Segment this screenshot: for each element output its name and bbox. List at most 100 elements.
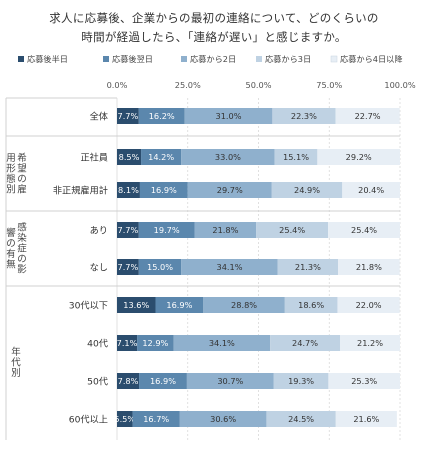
- data-label: 24.9%: [294, 185, 320, 195]
- data-label: 21.3%: [295, 262, 321, 272]
- bar-segment: [273, 373, 329, 389]
- bar-segment: [117, 373, 140, 389]
- data-label: 19.7%: [154, 225, 180, 235]
- data-label: 28.8%: [231, 300, 257, 310]
- legend-swatch-4: [256, 56, 262, 62]
- x-tick-label: 100.0%: [384, 80, 415, 90]
- bar-segment: [266, 411, 336, 427]
- data-label: 16.9%: [150, 376, 176, 386]
- row-label: 40代: [87, 339, 108, 350]
- bar-segment: [272, 108, 336, 124]
- data-label: 24.7%: [292, 338, 318, 348]
- bar-segment: [138, 108, 185, 124]
- group-label-char: 無: [6, 258, 16, 270]
- row-label: 正社員: [80, 152, 108, 164]
- bar-segment: [117, 411, 133, 427]
- bar-segment: [317, 149, 400, 165]
- legend-swatch-5: [330, 55, 338, 63]
- data-label: 34.1%: [216, 262, 242, 272]
- group-label-char: 希: [17, 152, 27, 164]
- legend-label-5: 応募から4日以降: [340, 54, 403, 64]
- bar-segment: [274, 149, 318, 165]
- bar-segment: [328, 222, 400, 238]
- row-label: 全体: [90, 111, 108, 123]
- data-label: 7.7%: [117, 262, 138, 272]
- legend-label-4: 応募から3日: [265, 54, 311, 64]
- group-label-char: 用: [6, 153, 16, 164]
- data-label: 29.2%: [346, 152, 372, 162]
- legend-swatch-1: [18, 56, 24, 62]
- x-tick-label: 0.0%: [107, 80, 128, 90]
- data-label: 8.1%: [118, 185, 139, 195]
- data-label: 5.5%: [114, 414, 135, 424]
- data-label: 22.0%: [356, 300, 382, 310]
- bar-segment: [117, 297, 156, 313]
- data-label: 13.6%: [123, 300, 149, 310]
- data-label: 22.3%: [291, 111, 317, 121]
- data-label: 33.0%: [215, 152, 241, 162]
- bar-segment: [179, 411, 267, 427]
- row-label: あり: [90, 226, 108, 237]
- group-label-char: 症: [17, 243, 27, 255]
- bar-segment: [141, 149, 182, 165]
- group-label-char: の: [17, 254, 27, 265]
- bar-segment: [342, 182, 400, 198]
- data-label: 16.9%: [166, 300, 192, 310]
- x-tick-label: 25.0%: [175, 80, 201, 90]
- data-label: 8.5%: [119, 152, 140, 162]
- bar-segment: [117, 149, 142, 165]
- bar-segment: [335, 108, 400, 124]
- bar-segment: [139, 182, 188, 198]
- group-label-char: 望: [17, 162, 27, 174]
- data-label: 22.7%: [355, 111, 381, 121]
- data-label: 16.2%: [149, 111, 175, 121]
- data-label: 19.3%: [288, 376, 314, 386]
- row-label: 非正規雇用計: [53, 185, 108, 197]
- data-label: 7.1%: [117, 338, 138, 348]
- bar-segment: [138, 259, 182, 275]
- row-label: 30代以下: [69, 301, 108, 312]
- data-label: 20.4%: [358, 185, 384, 195]
- data-label: 15.0%: [147, 262, 173, 272]
- bar-segment: [328, 373, 400, 389]
- group-label-char: 別: [11, 368, 21, 379]
- bar-segment: [256, 222, 329, 238]
- row-label: 50代: [87, 377, 108, 388]
- bar-segment: [132, 411, 180, 427]
- group-label-char: 感: [17, 222, 27, 234]
- bar-segment: [139, 373, 187, 389]
- group-label-char: の: [17, 174, 27, 185]
- chart-title-line-1: 求人に応募後、企業からの最初の連絡について、どのくらいの: [49, 11, 379, 25]
- data-label: 25.4%: [351, 225, 377, 235]
- row-label: なし: [90, 263, 108, 274]
- data-label: 21.8%: [356, 262, 382, 272]
- group-label-char: の: [6, 238, 16, 249]
- data-label: 16.7%: [143, 414, 169, 424]
- legend-label-3: 応募から2日: [190, 54, 236, 64]
- bar-segment: [117, 182, 140, 198]
- legend-swatch-3: [181, 56, 187, 62]
- data-label: 7.7%: [117, 111, 138, 121]
- bar-segment: [337, 297, 400, 313]
- bar-segment: [117, 259, 139, 275]
- bar-segment: [270, 335, 341, 351]
- x-tick-label: 50.0%: [245, 80, 271, 90]
- bar-segment: [194, 222, 257, 238]
- bar-segment: [117, 222, 139, 238]
- group-label-char: 影: [17, 265, 27, 276]
- data-label: 16.9%: [151, 185, 177, 195]
- data-label: 25.4%: [279, 225, 305, 235]
- data-label: 7.7%: [117, 225, 138, 235]
- group-label-char: 別: [6, 184, 16, 195]
- data-label: 34.1%: [209, 338, 235, 348]
- legend-label-2: 応募後翌日: [112, 54, 153, 64]
- data-label: 30.7%: [217, 376, 243, 386]
- bar-segment: [284, 297, 338, 313]
- group-label-char: 年: [11, 346, 21, 358]
- group-label-char: 有: [6, 248, 16, 260]
- bar-segment: [184, 108, 273, 124]
- bar-segment: [338, 259, 400, 275]
- data-label: 25.3%: [351, 376, 377, 386]
- data-label: 21.6%: [353, 414, 379, 424]
